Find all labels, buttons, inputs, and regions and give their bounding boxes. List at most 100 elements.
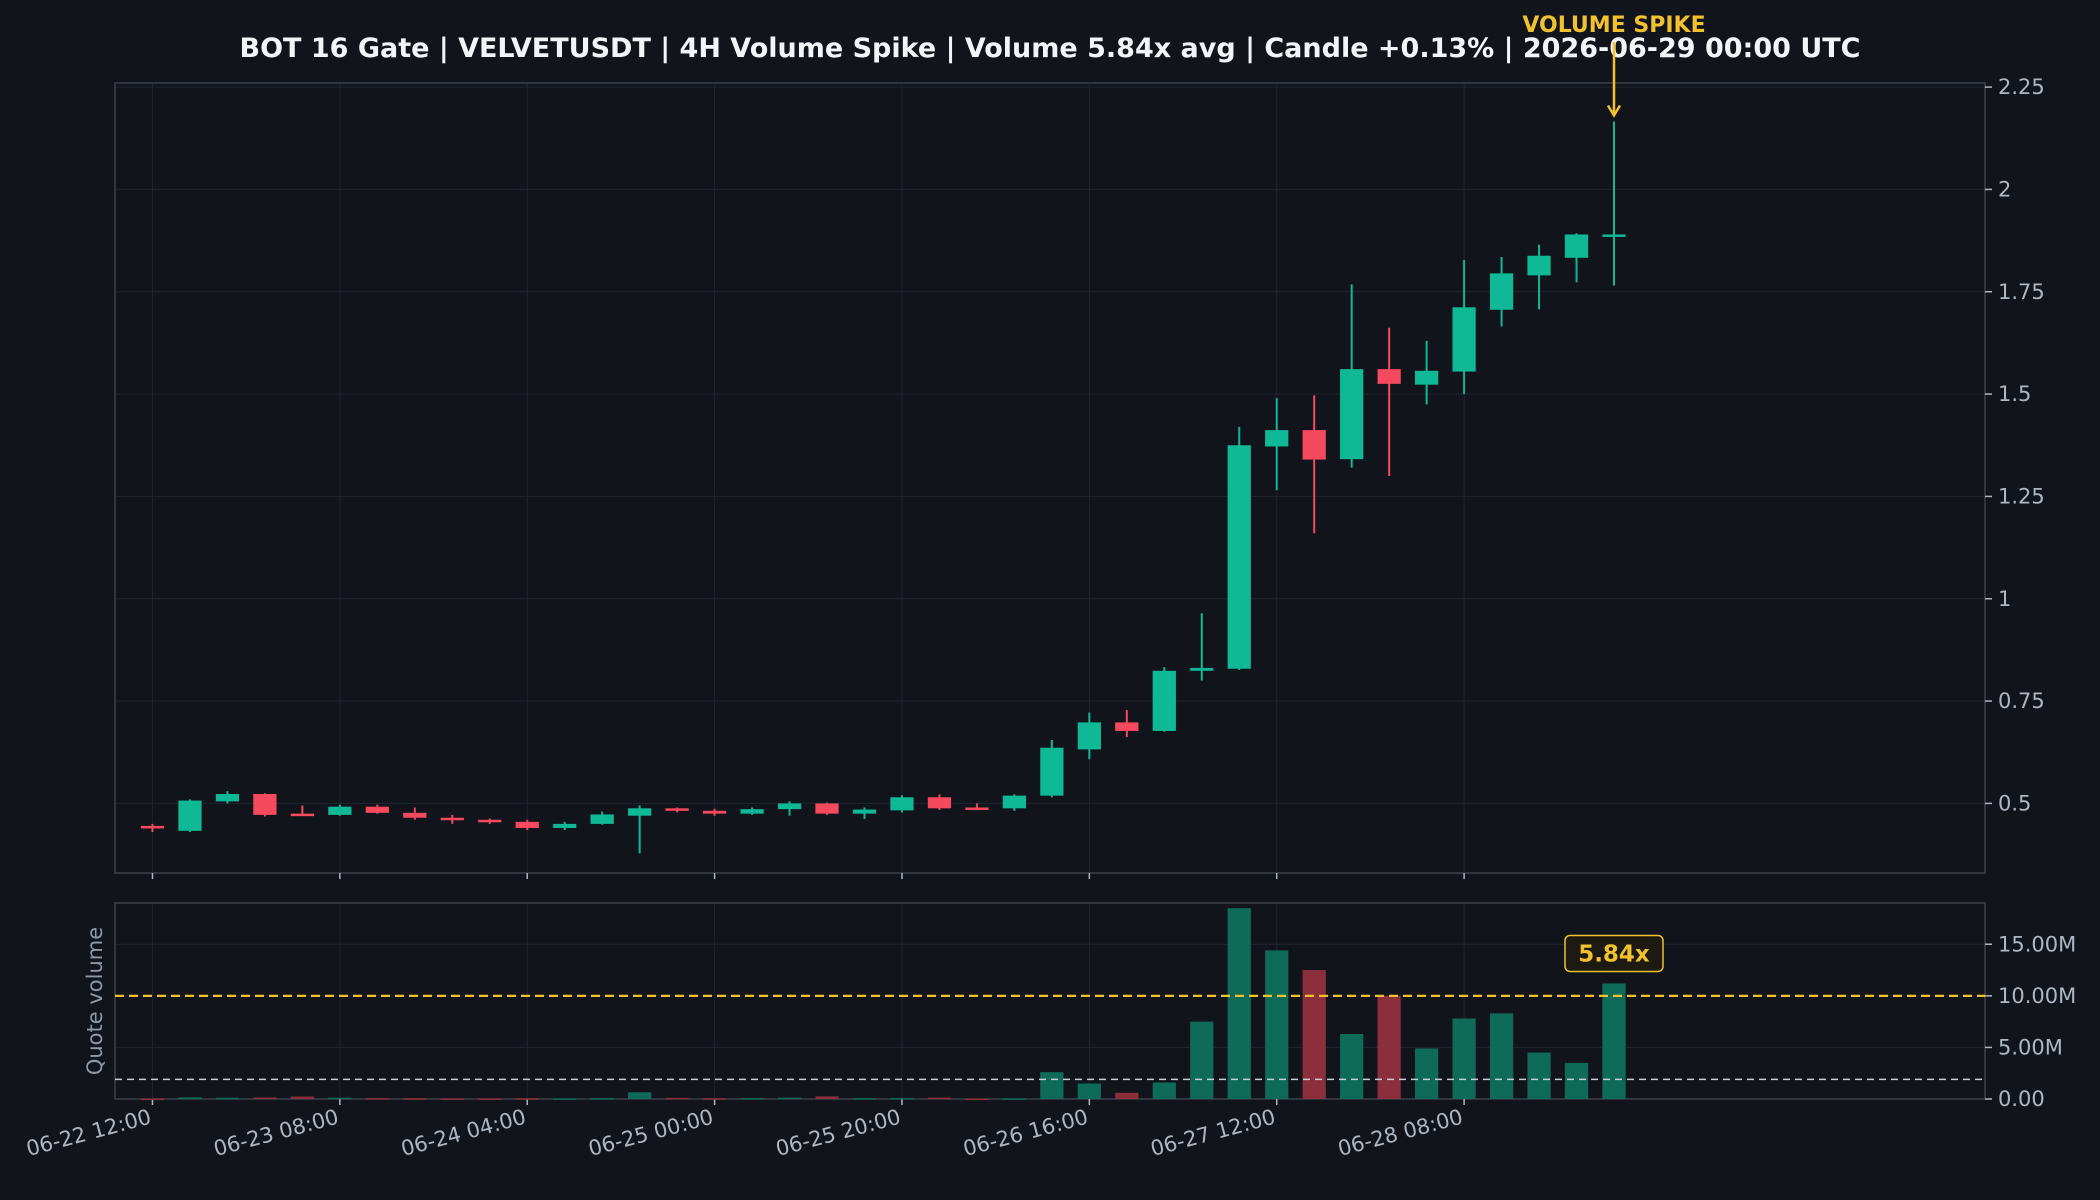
candle (815, 802, 839, 815)
candle (365, 804, 389, 814)
price-tick-label: 0.5 (1998, 791, 2031, 815)
volume-bar (515, 1098, 539, 1100)
volume-bar (140, 1098, 165, 1101)
candle-body (290, 813, 314, 817)
price-tick-label: 2 (1998, 177, 2011, 201)
volume-bar (665, 1097, 689, 1100)
volume-bar (1377, 995, 1401, 1099)
volume-ratio-badge: 5.84x (1564, 934, 1664, 973)
candle (702, 808, 727, 816)
price-tick-label: 2.25 (1998, 75, 2045, 99)
volume-bar (1340, 1034, 1364, 1099)
candle (1602, 121, 1626, 286)
volume-bar (740, 1098, 764, 1100)
candle-body (1265, 430, 1289, 447)
volume-bar (1452, 1018, 1476, 1099)
candle-body (365, 806, 389, 813)
candle (553, 821, 577, 831)
candle (665, 807, 689, 813)
volume-spike-annotation: VOLUME SPIKE (1522, 13, 1706, 118)
candle (1190, 613, 1214, 681)
candle-body (1377, 369, 1401, 384)
volume-bar (1190, 1021, 1214, 1099)
candle-body (852, 809, 877, 814)
candle-body (1077, 722, 1101, 750)
candle (740, 807, 764, 815)
candle (628, 805, 652, 854)
candle (1077, 712, 1101, 760)
volume-bar (1040, 1072, 1064, 1099)
volume-bar (403, 1098, 427, 1100)
candle (1115, 710, 1139, 738)
volume-bar (1564, 1062, 1589, 1099)
price-tick-label: 0.75 (1998, 689, 2045, 713)
candle (328, 804, 352, 816)
volume-bar (628, 1092, 652, 1099)
price-tick-label: 1 (1998, 587, 2011, 611)
candle-body (702, 810, 727, 814)
volume-tick-label: 0.00 (1998, 1087, 2045, 1111)
candle-body (253, 794, 277, 815)
volume-bars (140, 908, 1626, 1101)
candle-body (553, 823, 577, 828)
volume-bar (328, 1097, 352, 1100)
candle (777, 801, 802, 816)
candle-body (1115, 722, 1139, 731)
volume-bar (815, 1096, 839, 1099)
candle (1227, 426, 1251, 670)
candle (478, 818, 502, 824)
volume-bar (890, 1097, 914, 1100)
candle-body (178, 800, 202, 831)
candle-body (140, 825, 165, 829)
candle-body (1602, 234, 1626, 237)
volume-bar (852, 1098, 877, 1100)
candle (1040, 739, 1064, 798)
candle-body (1564, 234, 1589, 258)
candle-body (890, 797, 914, 811)
candle-body (927, 797, 952, 809)
volume-bar (478, 1098, 502, 1100)
volume-bar (1227, 908, 1251, 1099)
candle-body (1152, 670, 1176, 731)
volume-bar (1077, 1083, 1101, 1099)
volume-bar (965, 1098, 989, 1101)
candle-body (478, 819, 502, 823)
candle (290, 805, 314, 817)
candle (1302, 395, 1326, 534)
candle-body (1002, 795, 1027, 809)
volume-bar (777, 1097, 802, 1100)
candle-body (1489, 273, 1514, 310)
price-axis: 0.5 0.75 1 1.25 1.5 1.75 2 2.25 (1985, 75, 2045, 815)
candle-body (1527, 255, 1551, 276)
volume-spike-label: VOLUME SPIKE (1522, 13, 1705, 38)
candle (1377, 327, 1401, 476)
volume-ratio-badge-box (1564, 934, 1664, 973)
candle (1340, 284, 1364, 468)
candle (927, 794, 952, 810)
candle (890, 795, 914, 813)
volume-bar (590, 1098, 614, 1100)
candle (140, 823, 165, 833)
volume-bar (1489, 1013, 1514, 1099)
candle-body (665, 808, 689, 811)
candle-body (1340, 369, 1364, 460)
volume-bar (440, 1098, 464, 1100)
candle-body (403, 812, 427, 818)
candle-body (1415, 370, 1439, 385)
volume-axis: 0.00 5.00M 10.00M 15.00M (1985, 932, 2076, 1111)
candle (178, 799, 202, 833)
candle-body (740, 809, 764, 814)
candle-body (1040, 747, 1064, 796)
volume-bar (1265, 950, 1289, 1099)
volume-bar (178, 1097, 202, 1099)
candle-body (1190, 667, 1214, 671)
candle-body (628, 808, 652, 816)
candle-body (1227, 445, 1251, 669)
candle-body (777, 803, 802, 810)
volume-bar (1152, 1082, 1176, 1099)
volume-bar (1415, 1048, 1439, 1099)
candles (140, 121, 1626, 854)
volume-bar (927, 1097, 952, 1100)
price-panel-frame (114, 82, 1986, 874)
